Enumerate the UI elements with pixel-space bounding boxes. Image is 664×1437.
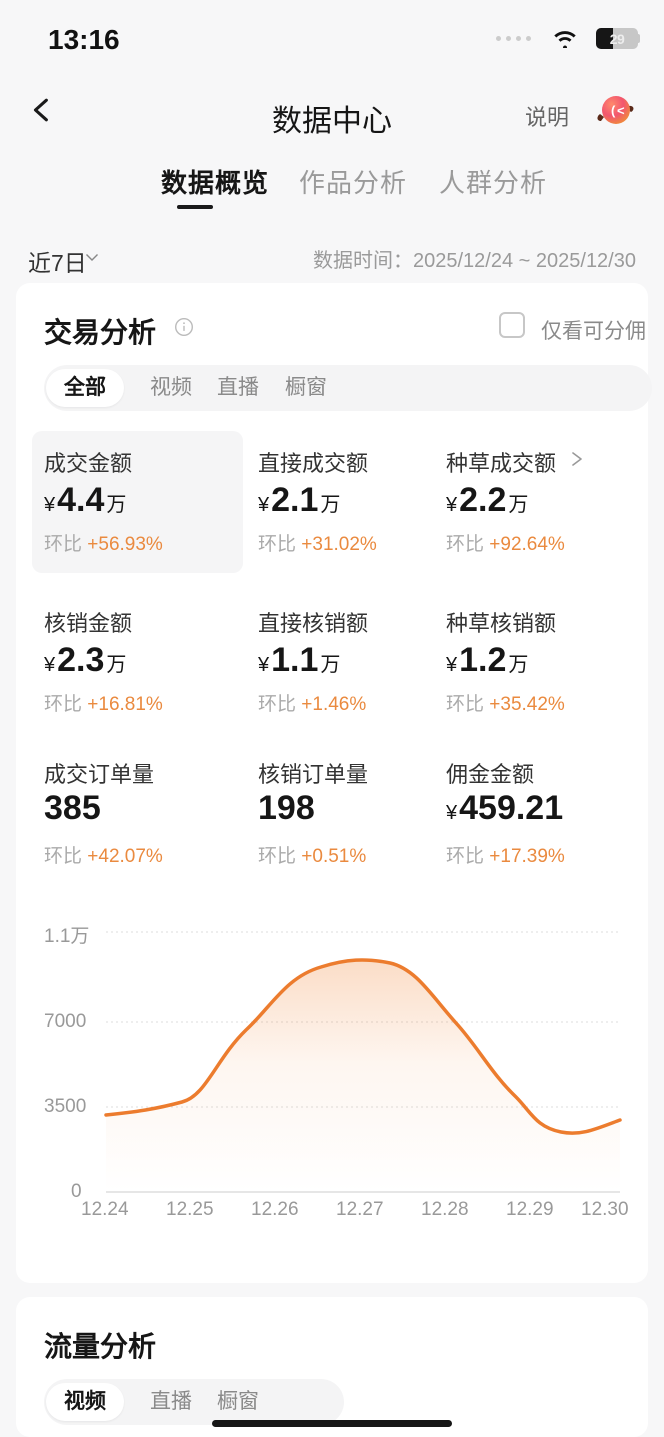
svg-text:<: < (617, 103, 625, 118)
svg-text:(: ( (611, 103, 616, 118)
